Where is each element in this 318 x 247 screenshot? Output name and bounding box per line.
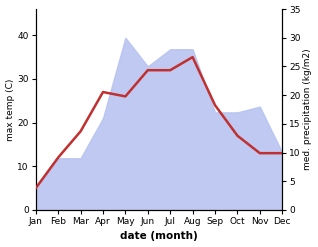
Y-axis label: med. precipitation (kg/m2): med. precipitation (kg/m2)	[303, 49, 313, 170]
X-axis label: date (month): date (month)	[120, 231, 198, 242]
Y-axis label: max temp (C): max temp (C)	[5, 78, 15, 141]
